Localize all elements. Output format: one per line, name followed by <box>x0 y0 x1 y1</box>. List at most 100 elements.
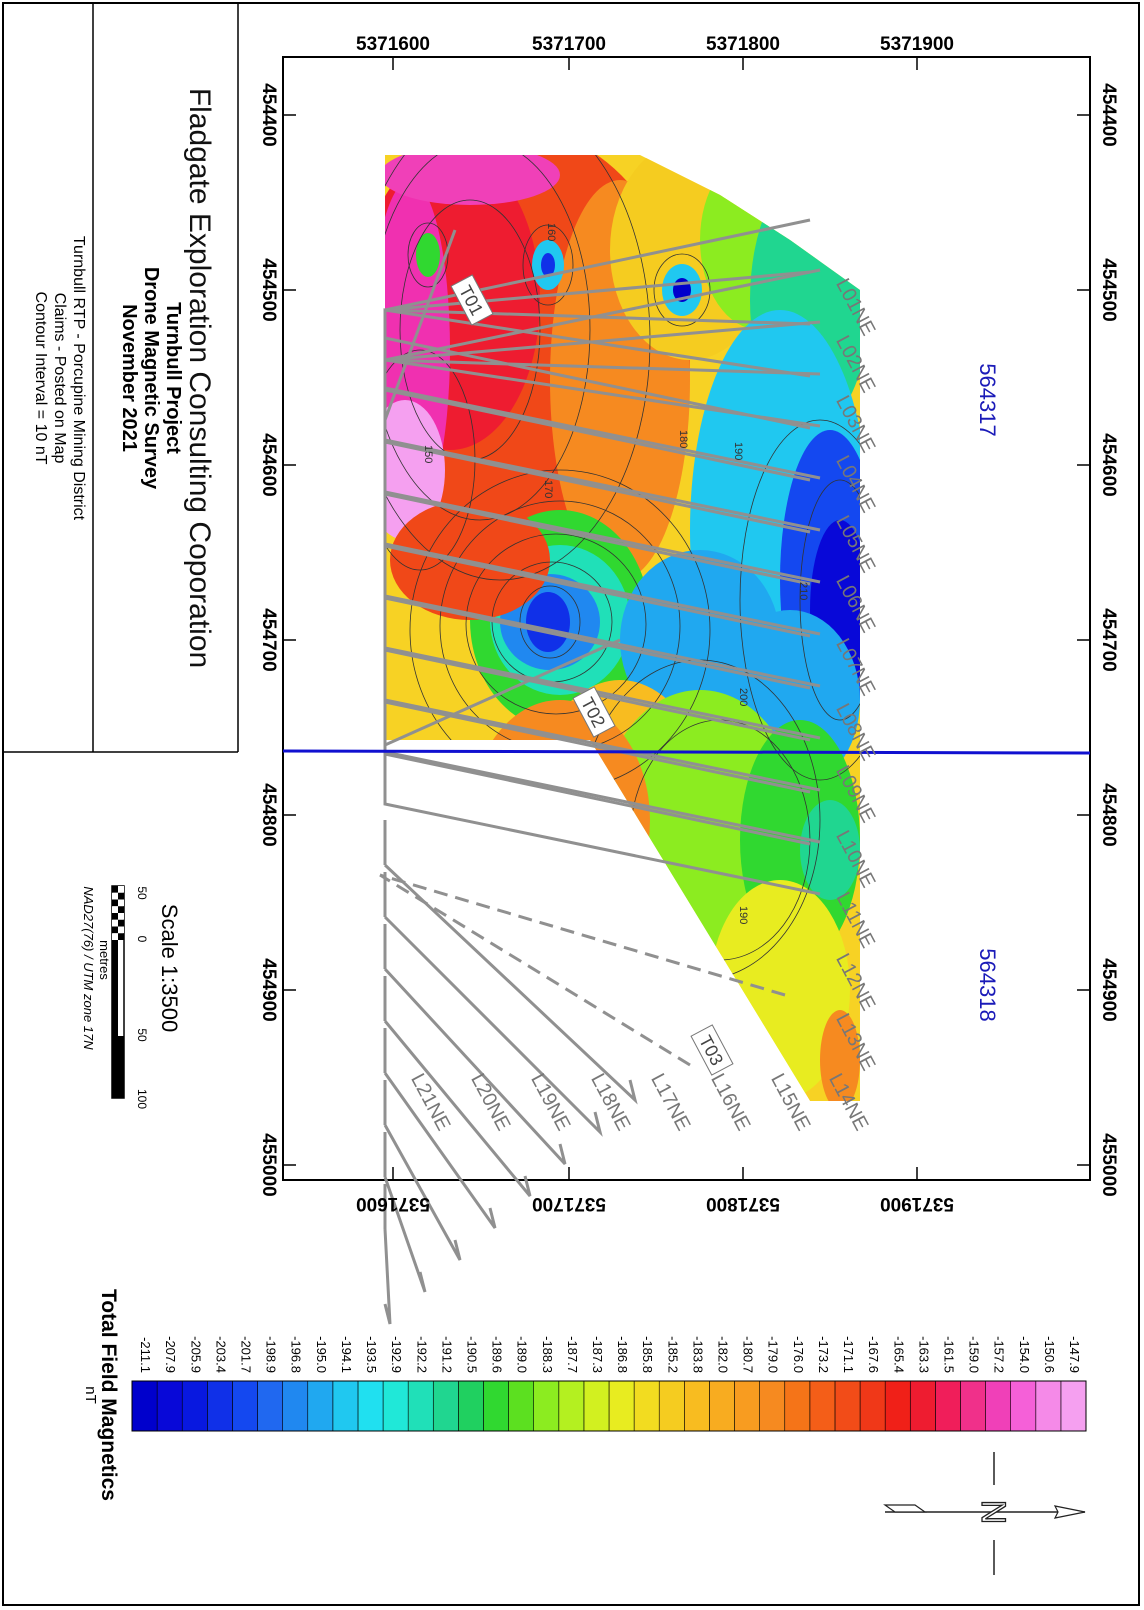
northing-bottom-2: 5371700 <box>532 1193 606 1214</box>
contour-label-200: 200 <box>737 688 749 706</box>
easting-label-right: 454600 <box>1098 433 1119 496</box>
legend-value: -185.8 <box>640 1336 655 1373</box>
scale-tick-50-right: 50 <box>135 1028 149 1042</box>
legend-swatch <box>332 1380 359 1432</box>
survey-line <box>383 1072 497 1229</box>
easting-label-right: 455000 <box>1098 1133 1119 1196</box>
legend-title: Total Field Magnetics <box>97 1289 120 1501</box>
scale-segment <box>112 940 118 1098</box>
easting-label-right: 454800 <box>1098 783 1119 846</box>
scale-title: Scale 1:3500 <box>157 904 182 1032</box>
legend-swatch <box>985 1380 1011 1432</box>
datum-label: NAD27(76) / UTM zone 17N <box>81 886 96 1050</box>
scale-check <box>112 926 118 934</box>
survey-line <box>383 336 821 480</box>
claim-564317: 564317 <box>975 363 1000 436</box>
contour-label-190-south: 190 <box>737 906 749 924</box>
easting-label-left: 454900 <box>258 958 279 1021</box>
easting-label-left: 454600 <box>258 433 279 496</box>
survey-line <box>383 1228 392 1325</box>
survey-date: November 2021 <box>118 304 140 452</box>
legend-value: -185.2 <box>665 1336 680 1373</box>
legend-swatch <box>131 1380 158 1432</box>
survey-line <box>383 915 603 1137</box>
scale-check <box>112 933 118 940</box>
legend-value: -203.4 <box>213 1336 228 1373</box>
legend-value: -173.2 <box>816 1336 831 1373</box>
legend-value: -171.1 <box>841 1336 856 1373</box>
legend-value: -183.8 <box>690 1336 705 1373</box>
legend-swatch <box>1035 1380 1062 1432</box>
easting-label-left: 454400 <box>258 83 279 146</box>
scale-check <box>112 906 118 913</box>
legend-swatch <box>1010 1380 1037 1432</box>
survey-line <box>383 492 821 636</box>
legend-swatch <box>784 1380 811 1432</box>
scale-check <box>112 892 118 900</box>
scale-bar: Scale 1:3500 50 0 50 100 metres NAD27(76… <box>81 885 182 1109</box>
legend-swatch <box>407 1380 434 1432</box>
legend-value: -182.0 <box>716 1336 731 1373</box>
north-arrow: N <box>883 1452 1086 1575</box>
legend-swatch <box>508 1380 534 1432</box>
legend-swatch <box>207 1380 233 1432</box>
legend-swatch <box>709 1380 735 1432</box>
legend-swatch <box>583 1380 610 1432</box>
scale-check <box>112 899 118 907</box>
scale-tick-100: 100 <box>135 1089 149 1109</box>
scale-check <box>118 919 124 927</box>
survey-line <box>383 863 638 1105</box>
axis-ticks <box>283 57 1090 1180</box>
contour-label-150: 150 <box>422 445 434 463</box>
easting-label-left: 455000 <box>258 1133 279 1196</box>
legend-swatch <box>181 1380 208 1432</box>
legend-value: -147.9 <box>1067 1336 1082 1373</box>
scale-check <box>112 913 118 920</box>
legend-swatch <box>156 1380 183 1432</box>
contour-value-labels: 160 180 190 170 150 210 200 190 <box>422 223 809 924</box>
legend-swatch <box>533 1380 560 1432</box>
legend-swatch <box>684 1380 710 1432</box>
survey-title: Drone Magnetic Survey <box>140 267 162 490</box>
legend-value: -154.0 <box>1017 1336 1032 1373</box>
legend-swatch <box>809 1380 836 1432</box>
easting-label-left: 454500 <box>258 258 279 321</box>
northing-bottom-4: 5371900 <box>880 1193 954 1214</box>
legend-value: -201.7 <box>239 1336 254 1373</box>
contour-label-190: 190 <box>732 442 744 460</box>
legend-swatch <box>232 1380 258 1432</box>
easting-label-left: 454700 <box>258 608 279 671</box>
legend-swatch <box>658 1380 685 1432</box>
legend-swatch <box>734 1380 760 1432</box>
note-district: Turnbull RTP - Porcupine Mining District <box>70 236 87 521</box>
claim-564318: 564318 <box>975 948 1000 1021</box>
legend-value: -150.6 <box>1042 1336 1057 1373</box>
note-contour-interval: Contour Interval = 10 nT <box>32 292 49 465</box>
tie-lines <box>379 229 786 1067</box>
legend-value: -188.3 <box>540 1336 555 1373</box>
contour-label-160: 160 <box>545 223 557 241</box>
legend-value: -193.5 <box>364 1336 379 1373</box>
company-name: Fladgate Exploration Consulting Coporati… <box>183 88 216 668</box>
legend-swatch <box>307 1380 334 1432</box>
legend-swatch <box>432 1380 459 1432</box>
title-block: Fladgate Exploration Consulting Coporati… <box>2 4 239 753</box>
northing-bottom-1: 5371600 <box>356 1193 430 1214</box>
legend-value: -198.9 <box>264 1336 279 1373</box>
scale-tick-50-left: 50 <box>135 886 149 900</box>
legend-swatch <box>759 1380 786 1432</box>
northing-top-4: 5371900 <box>880 34 954 55</box>
survey-line <box>383 388 821 532</box>
legend-value: -189.6 <box>490 1336 505 1373</box>
legend-value: -187.7 <box>565 1336 580 1373</box>
northing-top-3: 5371800 <box>706 34 780 55</box>
legend-swatch <box>357 1380 384 1432</box>
legend-swatch <box>859 1380 886 1432</box>
legend-swatch <box>633 1380 660 1432</box>
legend-value: -191.2 <box>439 1336 454 1373</box>
legend-value: -167.6 <box>866 1336 881 1373</box>
scale-check <box>118 899 124 907</box>
legend-value: -179.0 <box>766 1336 781 1373</box>
legend-value: -192.2 <box>414 1336 429 1373</box>
